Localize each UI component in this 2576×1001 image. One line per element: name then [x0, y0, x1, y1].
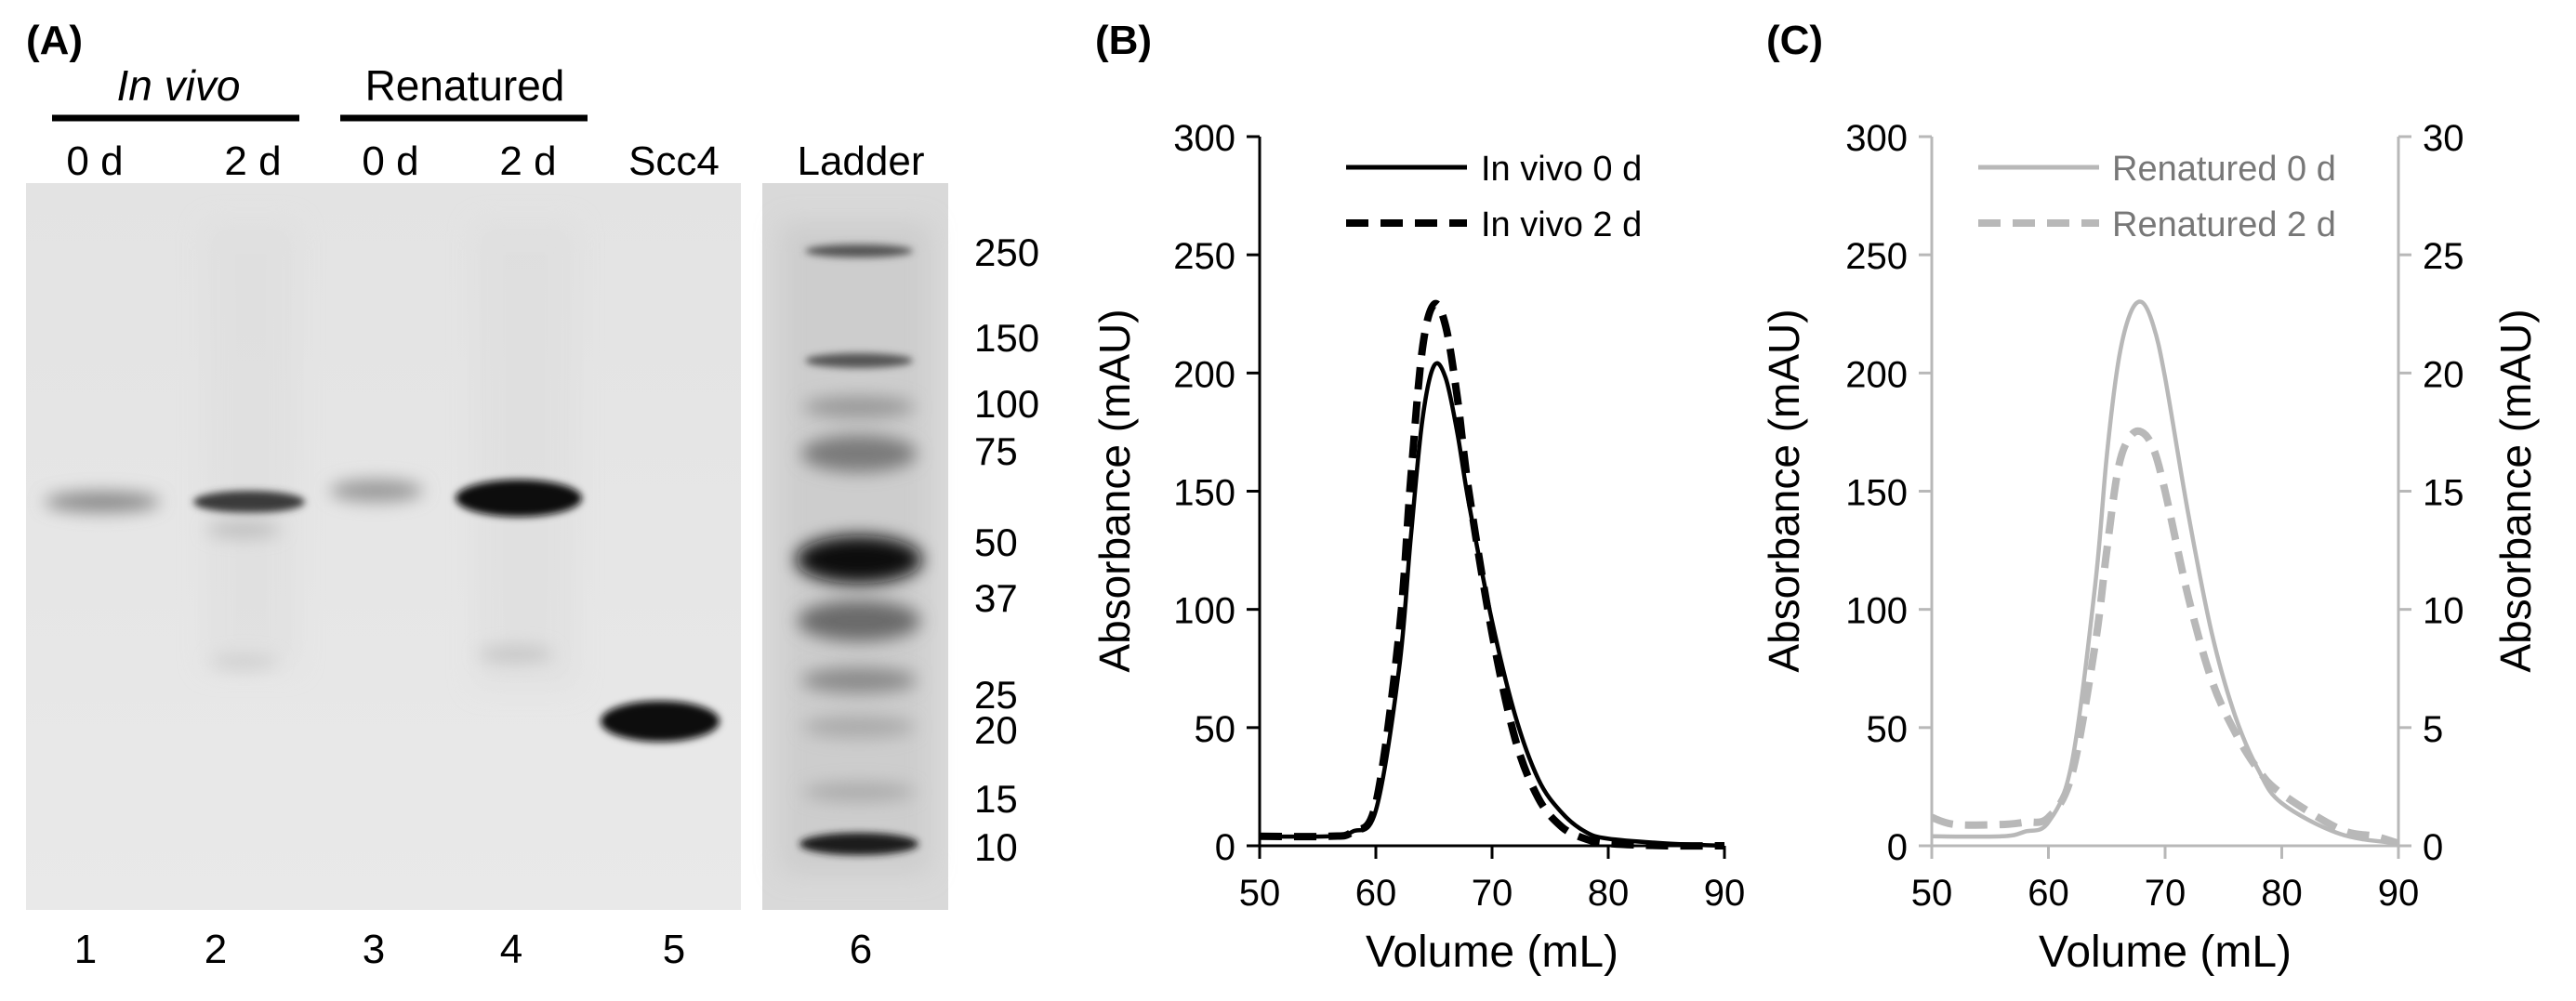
lane-header-6: Ladder [797, 138, 924, 184]
lane-header-3: 0 d [362, 138, 418, 184]
y-tick-label: 200 [1173, 354, 1235, 395]
y2-tick-label: 0 [2423, 827, 2443, 868]
series-line-in-vivo-0-d [1259, 361, 1725, 849]
y-tick-label: 300 [1173, 118, 1235, 159]
mw-marker-100: 100 [974, 382, 1039, 426]
y2-tick-label: 5 [2423, 709, 2443, 750]
ladder-band-25 [801, 667, 917, 693]
legend-label-in-vivo-0d: In vivo 0 d [1481, 150, 1642, 189]
ladder-band-10 [799, 833, 918, 855]
mw-marker-150: 150 [974, 316, 1039, 360]
y-tick-label: 100 [1845, 591, 1908, 632]
ladder-band-15 [803, 783, 915, 801]
y-axis-label-left: Absorbance (mAU) [1760, 309, 1808, 672]
legend-label-renatured-0d: Renatured 0 d [2112, 150, 2336, 189]
group-label-renatured: Renatured [365, 61, 565, 110]
y-tick-label: 300 [1845, 118, 1908, 159]
x-tick-label: 90 [1704, 873, 1746, 914]
mw-marker-15: 15 [974, 777, 1018, 821]
y-tick-label: 0 [1215, 827, 1235, 868]
legend-label-in-vivo-2d: In vivo 2 d [1481, 205, 1642, 244]
x-tick-label: 60 [1355, 873, 1397, 914]
y-axis-label-right: Absorbance (mAU) [2491, 309, 2540, 672]
x-tick-label: 60 [2028, 873, 2069, 914]
series-line-renatured-2-d [1930, 427, 2400, 848]
legend: Renatured 0 d Renatured 2 d [1978, 150, 2336, 244]
y-axis-label: Absorbance (mAU) [1090, 309, 1139, 672]
x-axis-label: Volume (mL) [2039, 928, 2292, 977]
mw-marker-10: 10 [974, 825, 1018, 869]
lane-number-5: 5 [663, 927, 685, 972]
legend-label-renatured-2d: Renatured 2 d [2112, 205, 2336, 244]
x-tick-label: 90 [2378, 873, 2420, 914]
y2-tick-label: 10 [2423, 591, 2464, 632]
mw-marker-20: 20 [974, 708, 1018, 752]
y-tick-label: 50 [1195, 709, 1236, 750]
gel-blot-main [26, 183, 741, 910]
lane-header-4: 2 d [499, 138, 556, 184]
ladder-band-37 [798, 600, 920, 641]
legend: In vivo 0 d In vivo 2 d [1346, 150, 1642, 244]
x-tick-label: 70 [1472, 873, 1513, 914]
ladder-band-50 [796, 535, 922, 584]
lane-number-4: 4 [500, 927, 522, 972]
x-tick-label: 80 [1588, 873, 1630, 914]
panel-a: (A) In vivo Renatured 0 d 2 d 0 d 2 d Sc… [26, 18, 1039, 972]
ladder-band-75 [801, 435, 917, 472]
lane-number-2: 2 [205, 927, 227, 972]
y2-tick-label: 30 [2423, 118, 2464, 159]
lane-header-1: 0 d [66, 138, 123, 184]
ladder-band-20 [803, 716, 915, 738]
lane-header-2: 2 d [224, 138, 281, 184]
ladder-band-250 [805, 244, 913, 257]
mw-marker-labels: 250 150 100 75 50 37 25 20 15 10 [974, 230, 1039, 869]
lane-number-3: 3 [363, 927, 385, 972]
y2-tick-label: 25 [2423, 236, 2464, 277]
band-lane-3 [330, 480, 423, 502]
band-lane-4 [456, 480, 582, 663]
group-label-in-vivo: In vivo [117, 61, 241, 110]
series-line-in-vivo-2-d [1259, 299, 1725, 850]
band-lane-2 [193, 491, 305, 669]
lane-number-6: 6 [850, 927, 872, 972]
x-tick-label: 80 [2261, 873, 2303, 914]
y-tick-label: 250 [1845, 236, 1908, 277]
y-tick-label: 0 [1887, 827, 1908, 868]
lane-header-5: Scc4 [628, 138, 720, 184]
panel-c-label: (C) [1766, 18, 1823, 63]
x-tick-label: 50 [1239, 873, 1281, 914]
y-tick-label: 150 [1173, 473, 1235, 514]
y2-tick-label: 20 [2423, 354, 2464, 395]
band-lane-5 [601, 701, 720, 742]
series-line-renatured-0-d [1931, 299, 2399, 846]
mw-marker-37: 37 [974, 576, 1018, 620]
ladder-band-100 [803, 396, 915, 418]
lane-numbers: 1 2 3 4 5 6 [74, 927, 872, 972]
y-tick-label: 150 [1845, 473, 1908, 514]
y-tick-label: 50 [1867, 709, 1909, 750]
mw-marker-25: 25 [974, 673, 1018, 717]
gel-blot-ladder [762, 183, 948, 910]
y-tick-label: 100 [1173, 591, 1235, 632]
x-axis-label: Volume (mL) [1366, 928, 1618, 977]
mw-marker-75: 75 [974, 429, 1018, 473]
y2-tick-label: 15 [2423, 473, 2464, 514]
mw-marker-250: 250 [974, 230, 1039, 274]
lane-number-1: 1 [74, 927, 97, 972]
panel-b-label: (B) [1095, 18, 1152, 63]
y-tick-label: 200 [1845, 354, 1908, 395]
panel-a-label: (A) [26, 18, 83, 63]
x-tick-label: 50 [1911, 873, 1953, 914]
y-tick-label: 250 [1173, 236, 1235, 277]
band-lane-1 [45, 492, 160, 512]
x-tick-label: 70 [2145, 873, 2186, 914]
ladder-band-150 [805, 353, 913, 368]
mw-marker-50: 50 [974, 520, 1018, 564]
